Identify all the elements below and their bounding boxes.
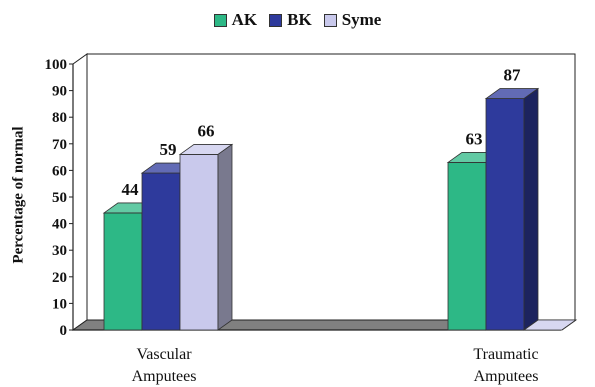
bar-bk: [485, 98, 525, 331]
x-category-label: Vascular: [136, 346, 192, 363]
y-tick-label: 20: [52, 270, 67, 286]
legend-label-syme: Syme: [341, 10, 382, 29]
data-label: 66: [198, 121, 215, 140]
legend-swatch-syme: [323, 13, 337, 27]
y-tick-label: 70: [52, 137, 67, 153]
legend-label-ak: AK: [231, 10, 258, 29]
data-label: 63: [466, 129, 483, 148]
legend-swatch-ak: [213, 13, 227, 27]
x-category-label: Amputees: [132, 368, 197, 385]
bar-side-bk: [523, 87, 539, 331]
y-tick-label: 50: [52, 190, 67, 206]
data-label: 44: [122, 180, 140, 199]
y-tick-label: 40: [52, 217, 67, 233]
legend: AK BK Syme: [0, 8, 595, 32]
legend-swatch-bk: [269, 13, 283, 27]
y-tick-label: 80: [52, 110, 67, 126]
y-tick-label: 0: [60, 323, 68, 339]
y-tick-label: 100: [45, 57, 68, 73]
data-label: 59: [160, 140, 177, 159]
y-tick-label: 30: [52, 243, 67, 259]
legend-item-syme: Syme: [323, 10, 382, 30]
legend-item-ak: AK: [213, 10, 258, 30]
bar-ak: [447, 162, 487, 331]
bar-side-syme: [561, 319, 577, 331]
y-tick-label: 90: [52, 84, 67, 100]
y-tick-label: 10: [52, 296, 67, 312]
bar-syme: [179, 154, 219, 331]
x-category-label: Amputees: [474, 368, 539, 385]
legend-item-bk: BK: [269, 10, 312, 30]
legend-label-bk: BK: [287, 10, 312, 29]
left-wall: [72, 53, 88, 331]
bar-bk: [141, 172, 181, 331]
bar-side-syme: [217, 143, 233, 331]
bar-ak: [103, 212, 143, 331]
y-tick-label: 60: [52, 163, 67, 179]
x-category-label: Traumatic: [473, 346, 538, 363]
data-label: 87: [504, 66, 522, 85]
